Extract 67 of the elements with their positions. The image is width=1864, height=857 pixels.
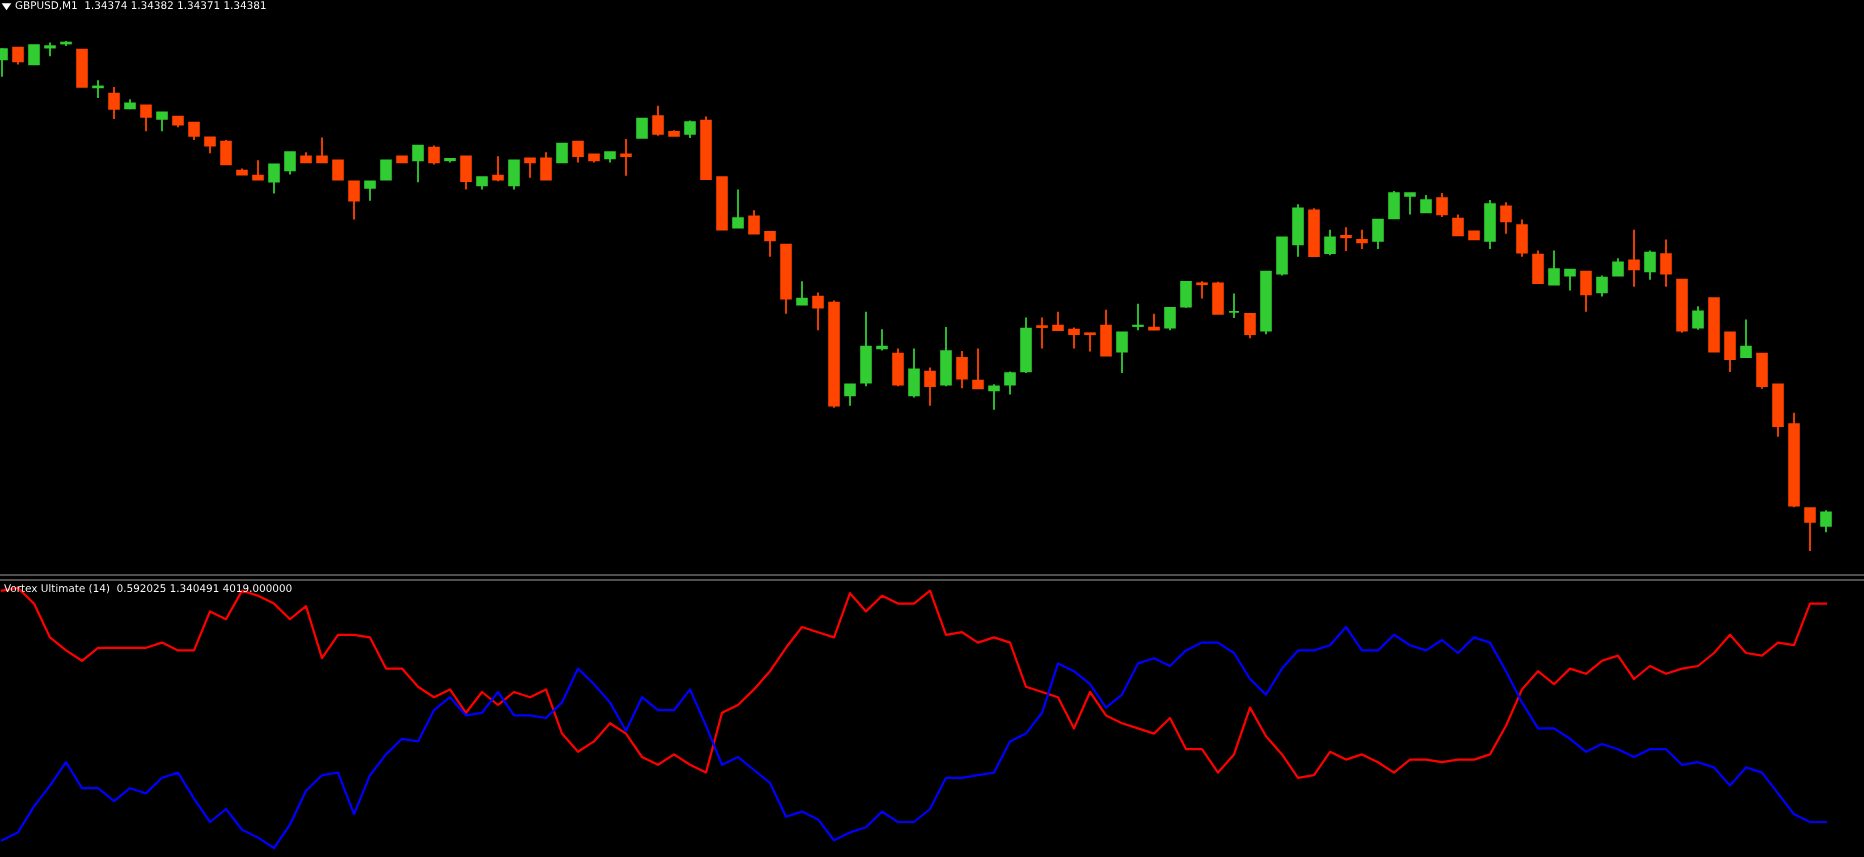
candlestick: [1500, 201, 1512, 235]
candlestick: [748, 209, 760, 235]
candlestick: [108, 85, 120, 120]
candlestick: [1452, 213, 1464, 237]
candlestick: [1820, 509, 1832, 534]
candlestick: [1644, 249, 1656, 281]
candlestick: [316, 136, 328, 164]
candlestick: [1596, 274, 1608, 298]
candlestick: [428, 144, 440, 166]
candlestick: [1404, 192, 1416, 216]
candlestick: [812, 291, 824, 332]
text: GBPUSD,M1 1.34374 1.34382 1.34371 1.34381: [15, 1, 266, 11]
candlestick: [1548, 249, 1560, 286]
candlestick: [1036, 316, 1048, 350]
candlestick: [140, 104, 152, 133]
candlestick: [956, 350, 968, 390]
candlestick: [332, 159, 344, 181]
candlestick: [1692, 305, 1704, 331]
candlestick: [1804, 507, 1816, 552]
candlestick: [156, 111, 168, 133]
candlestick: [284, 151, 296, 176]
candlestick: [1068, 326, 1080, 350]
candlestick: [252, 159, 264, 181]
candlestick: [492, 155, 504, 183]
candlestick: [764, 230, 776, 258]
candlestick: [636, 117, 648, 139]
candlestick: [988, 383, 1000, 411]
candlestick: [1660, 238, 1672, 288]
candlestick: [1132, 302, 1144, 332]
candlestick: [1164, 306, 1176, 332]
candlestick: [1084, 332, 1096, 353]
candlestick: [972, 347, 984, 390]
candlestick: [732, 188, 744, 229]
candlestick: [1196, 280, 1208, 300]
candlestick: [1228, 292, 1240, 319]
candlestick: [1244, 312, 1256, 340]
candlestick: [28, 44, 40, 66]
candlestick: [1628, 228, 1640, 288]
candlestick: [572, 140, 584, 164]
candlestick: [412, 144, 424, 184]
candlestick: [1324, 228, 1336, 257]
candlestick: [1740, 318, 1752, 359]
candlestick: [1564, 268, 1576, 292]
candlestick: [364, 180, 376, 202]
candlestick: [1580, 270, 1592, 313]
candlestick: [524, 157, 536, 179]
candlestick: [876, 328, 888, 352]
candlestick: [268, 163, 280, 195]
candlestick: [620, 138, 632, 177]
candlestick: [1148, 312, 1160, 332]
candlestick: [1052, 310, 1064, 332]
candlestick: [924, 366, 936, 407]
candlestick: [1340, 226, 1352, 253]
candlestick: [540, 151, 552, 181]
candlestick: [1004, 370, 1016, 396]
candlestick: [556, 142, 568, 164]
candlestick: [844, 383, 856, 407]
candlestick: [380, 159, 392, 181]
candlestick: [652, 104, 664, 137]
candlestick: [1356, 228, 1368, 250]
candlestick: [1372, 218, 1384, 250]
candlestick: [220, 139, 232, 166]
candlestick: [1436, 192, 1448, 218]
candlestick: [796, 280, 808, 306]
candlestick: [348, 180, 360, 221]
candlestick: [1116, 331, 1128, 374]
chart-title: Vortex Ultimate (14) 0.592025 1.340491 4019.000000: [4, 584, 292, 594]
